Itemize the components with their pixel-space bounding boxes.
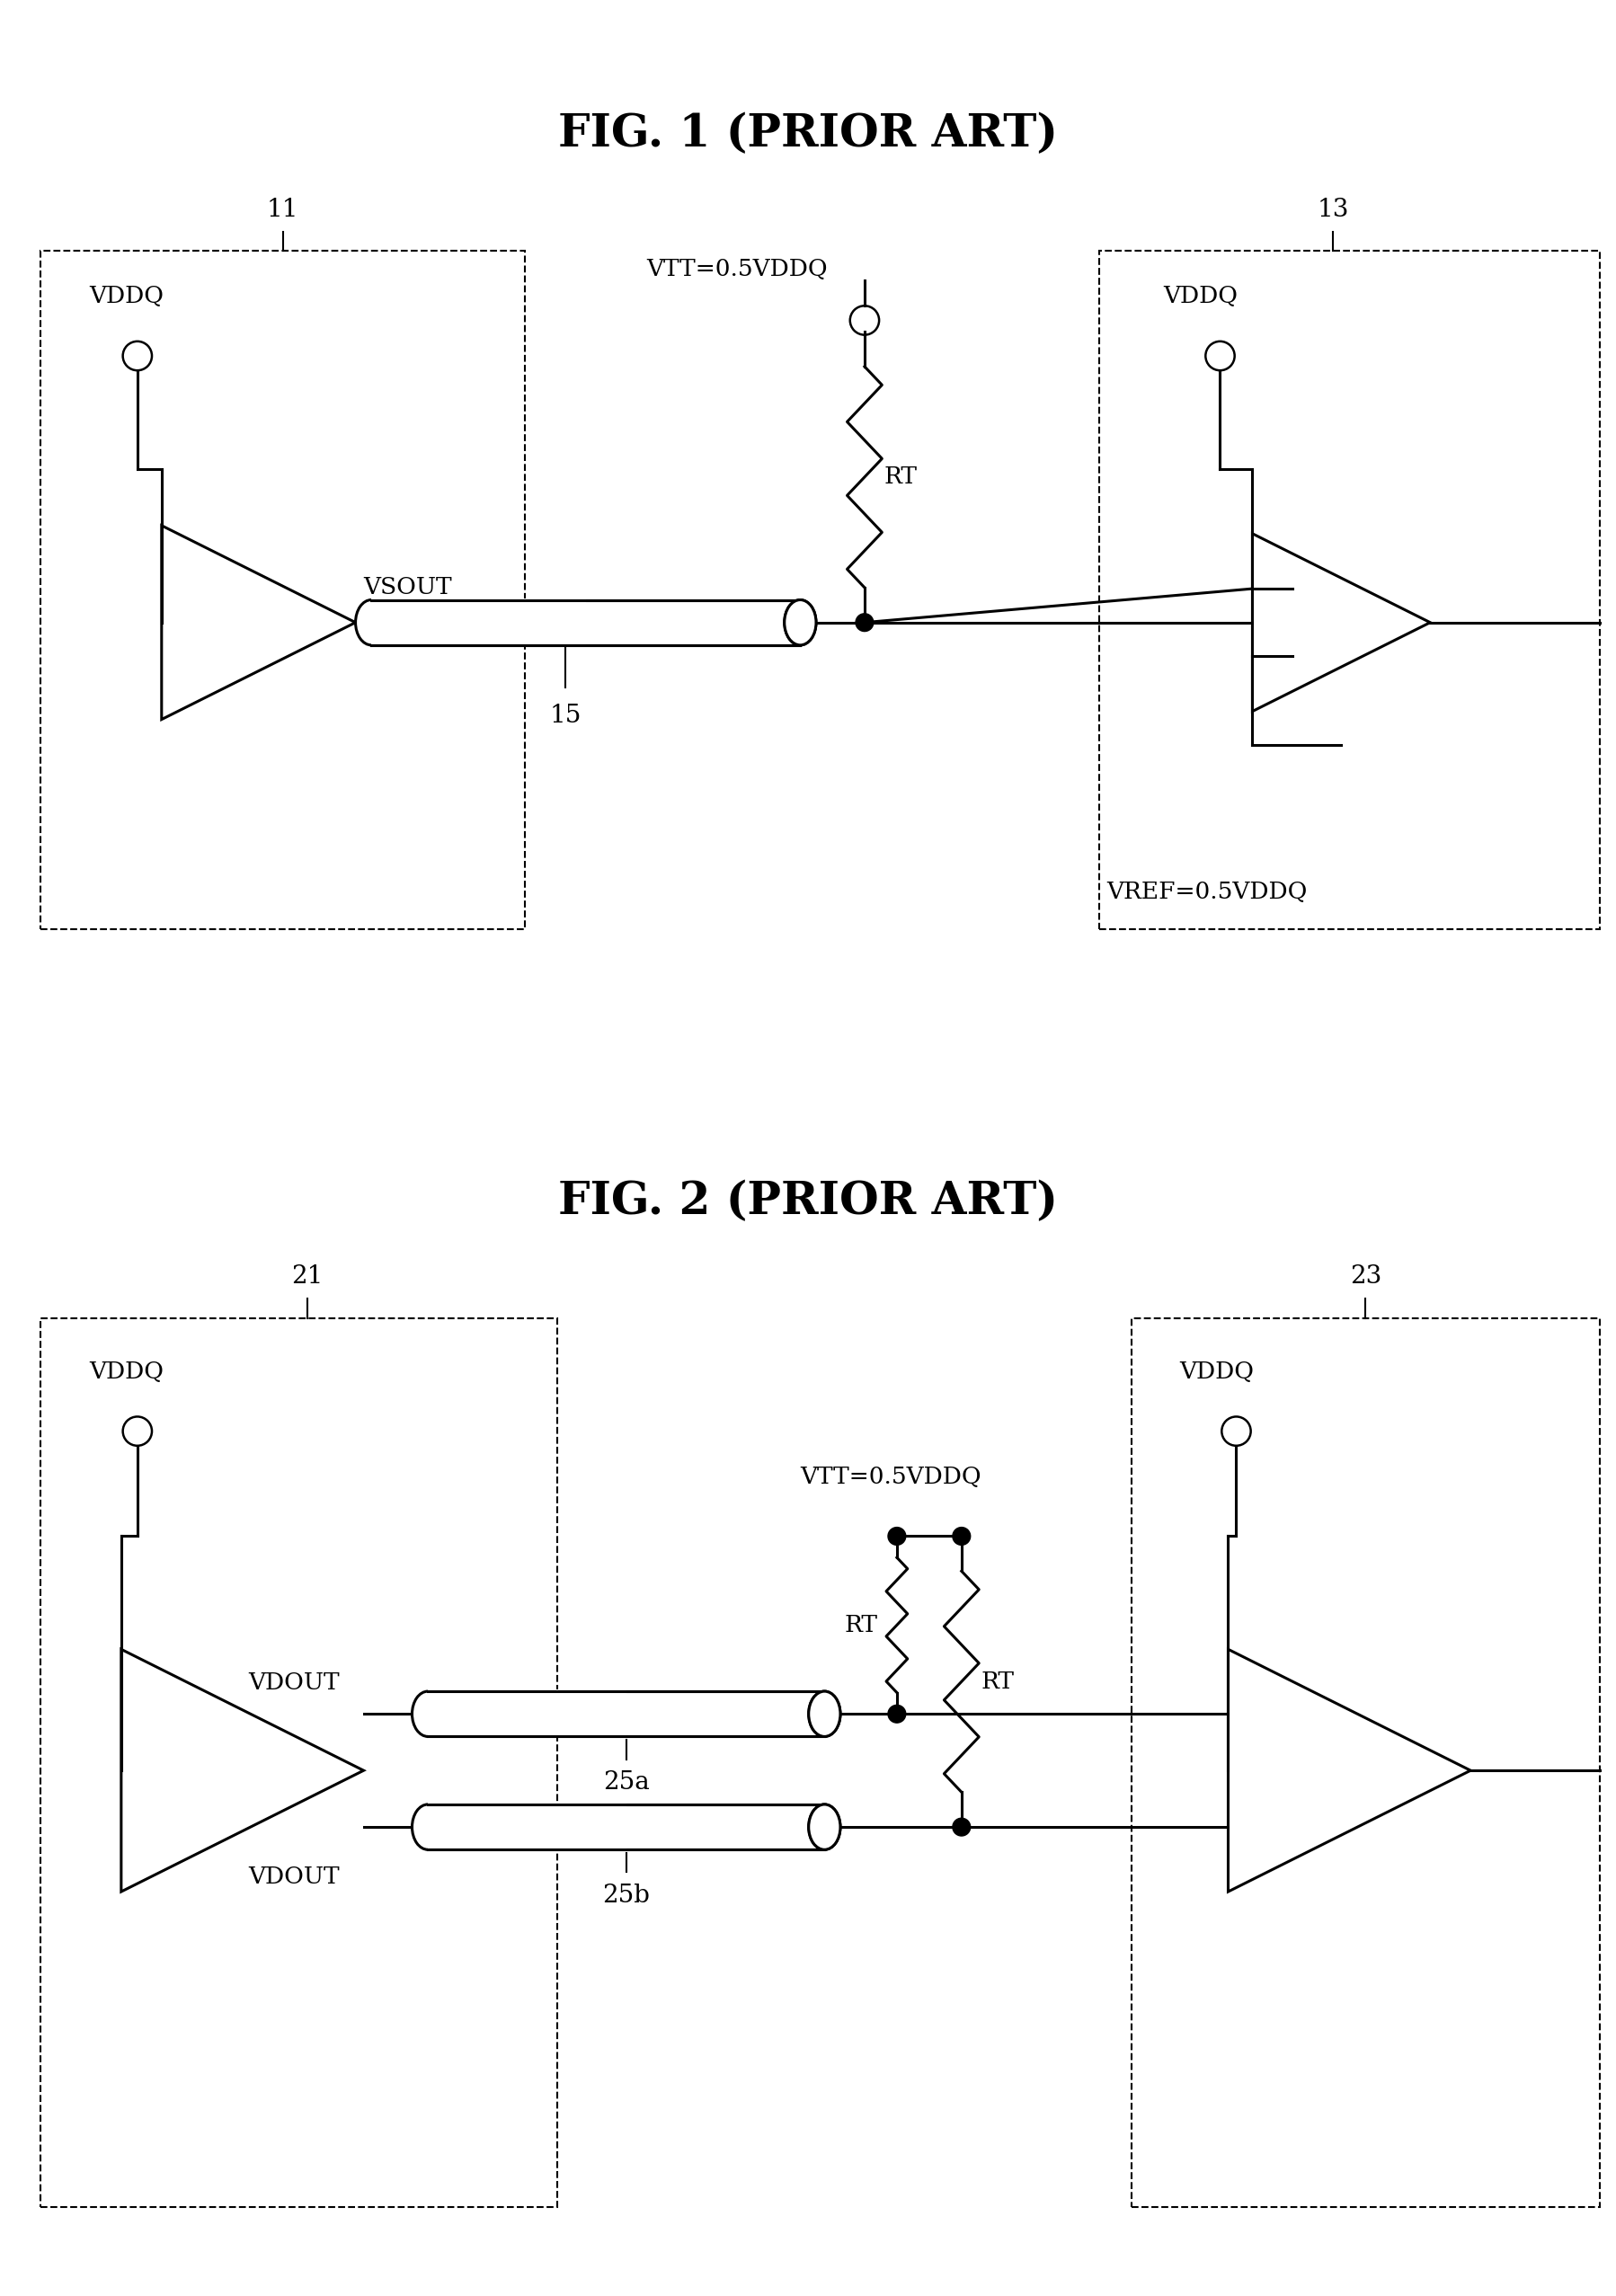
Bar	[372, 599, 800, 645]
Text: 11: 11	[267, 197, 299, 223]
Bar	[428, 1690, 627, 1738]
Text: VTT=0.5VDDQ: VTT=0.5VDDQ	[800, 1465, 981, 1488]
Text: VREF=0.5VDDQ: VREF=0.5VDDQ	[1107, 882, 1307, 902]
Text: 13: 13	[1317, 197, 1349, 223]
Text: RT: RT	[884, 466, 918, 489]
Text: VDDQ: VDDQ	[89, 285, 163, 308]
Text: FIG. 2 (PRIOR ART): FIG. 2 (PRIOR ART)	[558, 1180, 1058, 1224]
Ellipse shape	[808, 1692, 840, 1736]
Ellipse shape	[784, 599, 816, 645]
Circle shape	[889, 1706, 905, 1722]
Ellipse shape	[412, 1805, 444, 1851]
Text: 21: 21	[291, 1265, 323, 1288]
Bar	[372, 599, 587, 647]
Text: VDDQ: VDDQ	[1180, 1359, 1254, 1382]
Text: VDDQ: VDDQ	[1164, 285, 1238, 308]
Ellipse shape	[808, 1805, 840, 1851]
Bar	[428, 1802, 627, 1851]
Text: RT: RT	[844, 1614, 877, 1637]
Text: VSOUT: VSOUT	[364, 576, 452, 599]
Text: 15: 15	[549, 703, 582, 728]
Bar	[40, 250, 525, 930]
Bar	[428, 1692, 824, 1736]
Circle shape	[953, 1527, 970, 1545]
Ellipse shape	[412, 1692, 444, 1736]
Text: FIG. 1 (PRIOR ART): FIG. 1 (PRIOR ART)	[558, 113, 1058, 156]
Text: 25b: 25b	[603, 1883, 650, 1908]
Circle shape	[953, 1818, 970, 1837]
Ellipse shape	[356, 599, 388, 645]
Text: VDDQ: VDDQ	[89, 1359, 163, 1382]
Circle shape	[856, 613, 873, 631]
Circle shape	[889, 1527, 905, 1545]
Ellipse shape	[808, 1692, 840, 1736]
Bar	[40, 1318, 558, 2206]
Text: RT: RT	[981, 1671, 1015, 1692]
Text: VDOUT: VDOUT	[249, 1864, 339, 1887]
Text: VDOUT: VDOUT	[249, 1671, 339, 1694]
Ellipse shape	[784, 599, 816, 645]
Text: 23: 23	[1349, 1265, 1382, 1288]
Ellipse shape	[808, 1805, 840, 1851]
Text: 25a: 25a	[603, 1770, 650, 1795]
Text: VTT=0.5VDDQ: VTT=0.5VDDQ	[646, 257, 827, 280]
Bar	[1131, 1318, 1600, 2206]
Bar	[428, 1805, 824, 1851]
Bar	[1099, 250, 1600, 930]
